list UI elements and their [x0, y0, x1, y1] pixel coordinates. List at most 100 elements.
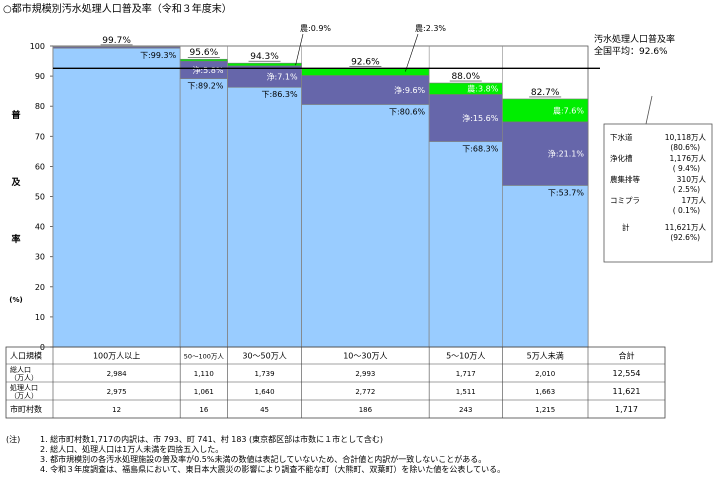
agri-label: 農:3.8%: [467, 84, 498, 94]
sewage-coverage-chart: ○都市規模別汚水処理人口普及率（令和３年度末） 普及率 (%) 0 10 20 30 40…: [3, 2, 713, 419]
summary-row-name: 浄化槽: [610, 153, 633, 163]
total-label: 92.6%: [351, 58, 380, 68]
note-item: 4. 令和３年度調査は、福島県において、東日本大震災の影響により調査不能な町（大…: [40, 465, 506, 474]
table-cell: 1,739: [255, 370, 275, 378]
summary-box: [603, 123, 713, 263]
table-cell: 合計: [619, 351, 635, 361]
bar-segment: [502, 121, 589, 186]
agri-callout: 農:2.3%: [415, 23, 446, 33]
callout-line: [405, 33, 419, 72]
table-row-header: （万人）: [10, 392, 38, 400]
bar-segment: [227, 62, 302, 67]
bar-segment: [52, 47, 181, 348]
y-tick-label: 90: [35, 72, 45, 81]
summary-row-pct: ( 2.5%): [673, 185, 700, 194]
total-label: 99.7%: [102, 36, 131, 46]
table-cell: 16: [199, 406, 208, 414]
bar-segment: [502, 185, 589, 348]
table-row-header: 総人口: [10, 365, 31, 374]
table-cell: 2,975: [107, 388, 127, 396]
table-cell: 12: [112, 406, 121, 414]
total-label: 88.0%: [451, 72, 480, 82]
table-cell: 5万人未満: [527, 351, 564, 361]
note-item: 1. 総市町村数1,717の内訳は、市 793、町 741、村 183 (東京都…: [40, 435, 384, 444]
summary-row-name: 農集排等: [610, 174, 640, 184]
table-cell: 12,554: [613, 369, 641, 378]
y-tick-label: 40: [35, 223, 45, 232]
johka-label: 浄:7.1%: [267, 72, 298, 82]
summary-row-value: 310万人: [677, 175, 707, 184]
table-cell: 1,061: [194, 388, 214, 396]
table-cell: 2,010: [535, 370, 555, 378]
table-cell: 1,215: [535, 406, 555, 414]
average-label: 汚水処理人口普及率: [594, 33, 675, 45]
sewer-label: 下:99.3%: [140, 51, 177, 60]
average-label: 全国平均：92.6%: [594, 45, 668, 57]
table-cell: 5～10万人: [446, 352, 485, 361]
sewer-label: 下:80.6%: [389, 107, 426, 116]
table-cell: 10～30万人: [343, 352, 387, 361]
sewer-label: 下:89.2%: [187, 82, 224, 91]
y-tick-label: 20: [35, 283, 45, 292]
summary-row-name: コミプラ: [610, 196, 640, 205]
johka-label: 浄:5.8%: [192, 65, 223, 75]
table-cell: 1,663: [535, 388, 555, 396]
y-axis-label: (%): [9, 296, 22, 304]
table-cell: 1,717: [456, 370, 476, 378]
table-cell: 1,640: [255, 388, 275, 396]
summary-row-pct: (80.6%): [670, 143, 700, 152]
total-label: 82.7%: [531, 88, 560, 98]
y-axis-label: 及: [11, 177, 21, 188]
summary-box-pointer: [645, 95, 653, 125]
bar-segment: [227, 86, 302, 348]
bar-segment: [179, 78, 228, 348]
sewer-label: 下:68.3%: [462, 144, 499, 153]
y-axis-label: 率: [11, 233, 20, 245]
table-row-header: 市町村数: [10, 404, 42, 414]
summary-row-value: 10,118万人: [665, 133, 707, 142]
bar-segment: [179, 58, 228, 62]
table-cell: 50～100万人: [184, 353, 225, 361]
y-tick-label: 0: [40, 343, 45, 352]
y-tick-label: 50: [35, 193, 45, 202]
note-item: 2. 総人口、処理人口は1万人未満を四捨五入した。: [40, 445, 224, 454]
bar-segment: [301, 75, 430, 105]
y-axis-label: 普: [11, 109, 20, 121]
summary-total-value: 11,621万人: [665, 223, 707, 232]
table-cell: 2,993: [355, 370, 375, 378]
summary-total-pct: (92.6%): [670, 233, 700, 242]
summary-row-pct: ( 9.4%): [673, 164, 700, 173]
johka-label: 浄:9.6%: [394, 85, 425, 95]
table-cell: 2,772: [355, 388, 375, 396]
johka-label: 浄:21.1%: [548, 149, 585, 159]
summary-row-pct: ( 0.1%): [673, 206, 700, 215]
table-cell: 1,717: [615, 405, 638, 414]
note-item: 3. 都市規模別の各汚水処理施設の普及率が0.5%未満の数値は表記していないため…: [40, 455, 487, 464]
y-tick-label: 10: [35, 313, 45, 322]
summary-row-name: 下水道: [610, 132, 633, 142]
y-tick-label: 30: [35, 253, 45, 262]
table-cell: 243: [459, 406, 472, 414]
bar-segment: [301, 68, 430, 76]
table-cell: 1,511: [456, 388, 476, 396]
y-tick-label: 100: [30, 42, 45, 51]
table-cell: 2,984: [107, 370, 128, 378]
sewer-label: 下:86.3%: [261, 90, 298, 99]
table-cell: 45: [260, 406, 269, 414]
bar-segment: [52, 46, 181, 49]
y-tick-label: 80: [35, 102, 45, 111]
summary-total-name: 計: [622, 222, 630, 232]
table-cell: 186: [359, 406, 373, 414]
table-cell: 1,110: [194, 370, 214, 378]
y-tick-label: 70: [35, 132, 45, 141]
table-cell: 11,621: [613, 387, 641, 396]
sewer-label: 下:53.7%: [548, 188, 585, 197]
bar-segment: [428, 141, 503, 348]
table-cell: 100万人以上: [93, 352, 140, 361]
summary-row-value: 17万人: [681, 196, 706, 205]
table-row-header: 人口規模: [10, 351, 42, 361]
callout-line: [295, 33, 304, 66]
agri-callout: 農:0.9%: [300, 23, 331, 33]
bar-segment: [301, 104, 430, 348]
total-label: 94.3%: [250, 52, 279, 62]
